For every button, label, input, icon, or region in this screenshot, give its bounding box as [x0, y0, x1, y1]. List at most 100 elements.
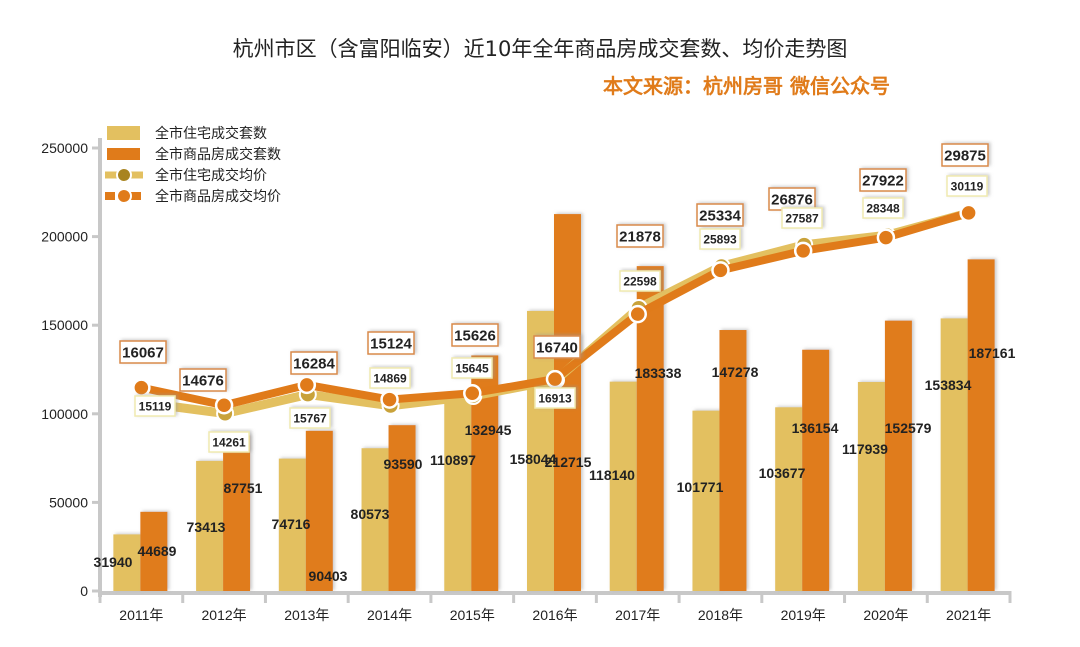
residential-price-box [451, 357, 493, 379]
legend-swatch-residential-count [107, 126, 140, 140]
residential-count-label: 158044 [510, 451, 557, 467]
residential-price-label: 30119 [951, 179, 984, 193]
commodity-price-label: 16284 [293, 355, 335, 372]
residential-price-label: 22598 [623, 274, 657, 288]
residential-count-label: 103677 [759, 465, 806, 481]
residential-count-label: 73413 [187, 519, 226, 535]
residential-price-label: 25893 [703, 232, 737, 246]
commodity-price-label: 16740 [536, 339, 578, 356]
residential-count-bar [113, 534, 141, 591]
x-tick-label: 2011年 [119, 607, 163, 623]
residential-price-box [619, 270, 661, 292]
commodity-price-point [545, 369, 565, 389]
x-tick-label: 2015年 [450, 607, 495, 623]
commodity-price-label: 25334 [699, 207, 741, 224]
residential-count-bar [444, 394, 472, 591]
legend-label: 全市住宅成交套数 [155, 125, 267, 142]
commodity-price-box [119, 340, 167, 364]
commodity-count-bar [967, 259, 995, 591]
commodity-price-point [132, 378, 151, 397]
legend-label: 全市住宅成交均价 [155, 167, 267, 184]
residential-count-label: 101771 [677, 479, 724, 495]
commodity-count-label: 136154 [792, 420, 839, 436]
residential-price-box [781, 207, 823, 229]
commodity-price-point [959, 203, 978, 223]
x-tick-label: 2014年 [367, 607, 412, 623]
residential-count-label: 153834 [925, 377, 972, 393]
residential-price-label: 28348 [866, 201, 900, 215]
chart-title: 杭州市区（含富阳临安）近10年全年商品房成交套数、均价走势图 [232, 37, 848, 61]
x-tick-label: 2020年 [863, 607, 908, 623]
y-tick-label: 0 [80, 583, 88, 599]
commodity-count-bar [223, 435, 251, 591]
commodity-price-box [533, 335, 581, 359]
commodity-price-box [290, 351, 338, 375]
commodity-price-point [463, 383, 482, 403]
residential-count-bar [857, 382, 885, 591]
commodity-count-bar [719, 330, 747, 591]
commodity-price-box [696, 203, 744, 227]
residential-count-bar [775, 407, 803, 591]
commodity-price-label: 27922 [862, 172, 904, 189]
residential-price-label: 15119 [139, 399, 172, 413]
commodity-count-bar [305, 430, 333, 591]
commodity-price-box [367, 331, 415, 355]
commodity-count-bar [802, 349, 830, 591]
y-tick-label: 100000 [41, 406, 88, 422]
commodity-price-box [179, 368, 227, 392]
x-tick-label: 2016年 [532, 607, 577, 623]
commodity-count-label: 187161 [969, 345, 1016, 361]
residential-count-bar [196, 460, 224, 591]
x-tick-label: 2019年 [781, 607, 826, 623]
residential-price-box [534, 387, 576, 409]
residential-price-box [134, 395, 176, 417]
residential-count-bar [361, 448, 389, 591]
y-tick-label: 200000 [41, 229, 88, 245]
commodity-price-point [876, 228, 896, 247]
legend-marker-residential-price [116, 167, 132, 183]
commodity-price-point [297, 375, 317, 395]
residential-price-box [208, 431, 250, 453]
commodity-count-label: 212715 [545, 454, 592, 470]
residential-count-label: 80573 [351, 506, 390, 522]
residential-count-label: 117939 [842, 441, 888, 457]
commodity-price-label: 14676 [182, 372, 224, 389]
commodity-price-point [793, 241, 813, 261]
commodity-price-box [451, 323, 499, 347]
residential-count-label: 31940 [94, 554, 133, 570]
x-tick-label: 2012年 [202, 607, 247, 623]
commodity-count-label: 93590 [384, 456, 423, 472]
commodity-count-label: 87751 [224, 480, 263, 496]
commodity-price-box [941, 143, 989, 167]
residential-price-label: 14261 [212, 435, 246, 449]
residential-price-box [862, 197, 904, 219]
commodity-price-point [628, 304, 647, 324]
residential-price-label: 15767 [293, 411, 327, 425]
chart-subtitle: 本文来源：杭州房哥 微信公众号 [603, 74, 890, 98]
commodity-price-point [214, 395, 234, 415]
commodity-price-box [859, 168, 907, 192]
y-tick-label: 250000 [41, 140, 88, 156]
commodity-count-label: 90403 [309, 568, 348, 584]
commodity-price-point [380, 390, 399, 409]
residential-price-box [289, 407, 331, 429]
y-tick-label: 150000 [41, 317, 88, 333]
residential-price-box [946, 175, 988, 197]
legend-label: 全市商品房成交套数 [155, 146, 281, 163]
y-tick-label: 50000 [49, 494, 88, 510]
residential-price-label: 14869 [373, 371, 407, 385]
commodity-price-label: 29875 [944, 147, 986, 164]
commodity-count-bar [884, 320, 912, 591]
legend-label: 全市商品房成交均价 [155, 188, 281, 205]
commodity-count-label: 44689 [138, 543, 177, 559]
x-tick-label: 2013年 [284, 607, 329, 623]
x-tick-label: 2017年 [615, 607, 660, 623]
x-tick-label: 2018年 [698, 607, 743, 623]
commodity-count-label: 183338 [635, 365, 682, 381]
residential-price-label: 15645 [455, 361, 489, 375]
commodity-count-label: 132945 [465, 422, 512, 438]
residential-price-box [699, 228, 741, 250]
residential-price-box [369, 367, 411, 389]
residential-price-label: 16913 [538, 391, 572, 405]
residential-count-label: 118140 [589, 467, 635, 483]
